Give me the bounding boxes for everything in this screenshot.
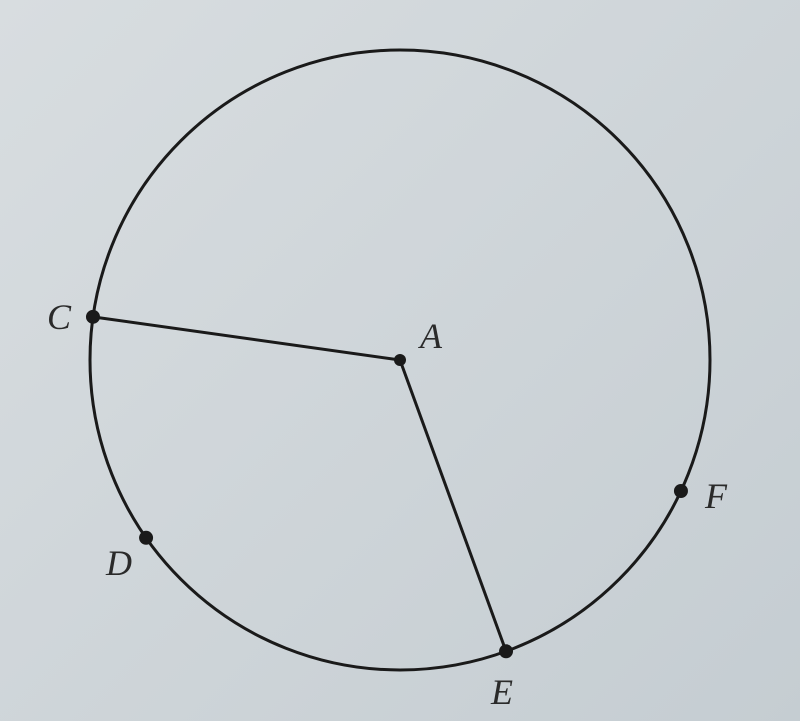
radius-AC <box>93 317 400 360</box>
label-D: D <box>106 542 132 584</box>
point-C-dot <box>86 310 100 324</box>
label-C: C <box>47 296 71 338</box>
point-D-dot <box>139 531 153 545</box>
label-F: F <box>705 475 727 517</box>
point-A-dot <box>394 354 406 366</box>
radius-AE <box>400 360 506 651</box>
point-F-dot <box>674 484 688 498</box>
label-E: E <box>491 671 513 713</box>
point-E-dot <box>499 644 513 658</box>
label-A: A <box>420 315 442 357</box>
geometry-svg <box>0 0 800 721</box>
circle-diagram: A C D E F <box>0 0 800 721</box>
